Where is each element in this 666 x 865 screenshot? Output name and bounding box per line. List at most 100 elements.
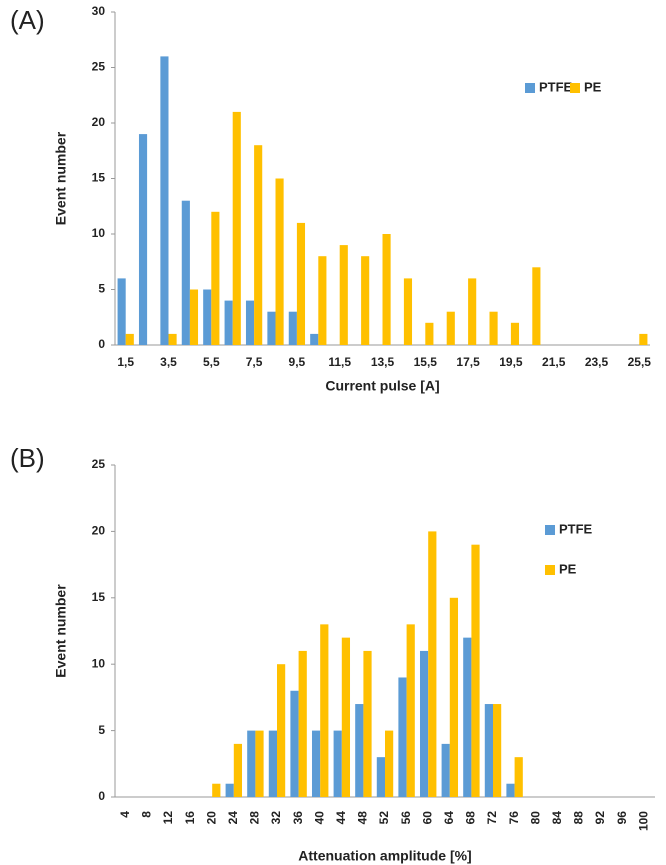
- bar: [320, 624, 329, 797]
- bar: [468, 278, 477, 345]
- bar: [233, 743, 243, 797]
- x-tick-label: 21,5: [542, 355, 566, 369]
- x-tick-label: 20: [204, 811, 218, 825]
- bar: [403, 278, 413, 345]
- bar: [333, 730, 342, 797]
- bar: [385, 730, 394, 797]
- bar: [225, 783, 234, 797]
- x-tick-label: 36: [291, 811, 305, 825]
- y-axis-title: Event number: [53, 131, 69, 225]
- x-tick-label: 64: [442, 811, 456, 825]
- x-tick-label: 80: [528, 811, 542, 825]
- x-tick-label: 48: [356, 811, 370, 825]
- bar: [277, 664, 286, 797]
- bar: [425, 322, 434, 345]
- y-tick-label: 5: [98, 282, 105, 296]
- bar: [341, 637, 351, 797]
- bar: [510, 322, 520, 345]
- legend-swatch: [525, 83, 535, 93]
- bar: [493, 704, 502, 797]
- x-tick-label: 5,5: [203, 355, 220, 369]
- bar: [441, 743, 450, 797]
- bar: [160, 56, 169, 346]
- x-tick-label: 12: [161, 811, 175, 825]
- y-tick-label: 0: [98, 337, 105, 351]
- bar: [489, 311, 498, 345]
- legend-label: PTFE: [559, 521, 593, 536]
- x-tick-label: 76: [507, 811, 521, 825]
- bar: [406, 624, 415, 797]
- y-tick-label: 25: [92, 457, 106, 471]
- legend-swatch: [545, 565, 555, 575]
- x-tick-label: 56: [399, 811, 413, 825]
- x-tick-label: 92: [593, 811, 607, 825]
- bar: [224, 300, 233, 345]
- bar: [290, 690, 299, 797]
- bar: [363, 650, 372, 797]
- bar: [446, 311, 455, 345]
- bar: [484, 704, 493, 797]
- x-tick-label: 23,5: [585, 355, 609, 369]
- bar: [311, 730, 321, 797]
- bar: [376, 757, 385, 797]
- y-tick-label: 15: [92, 590, 106, 604]
- bar: [532, 267, 541, 345]
- bar: [255, 730, 264, 797]
- x-tick-label: 52: [377, 811, 391, 825]
- bar: [254, 145, 263, 345]
- y-tick-label: 10: [92, 656, 106, 670]
- x-tick-label: 68: [464, 811, 478, 825]
- bar: [298, 650, 307, 797]
- bar: [639, 333, 648, 345]
- bar: [398, 677, 407, 797]
- bar: [181, 200, 190, 345]
- x-tick-label: 25,5: [628, 355, 652, 369]
- y-tick-label: 10: [92, 226, 106, 240]
- legend-label: PTFE: [539, 79, 573, 94]
- x-tick-label: 44: [334, 811, 348, 825]
- bar: [339, 245, 348, 345]
- legend-swatch: [570, 83, 580, 93]
- bar: [138, 134, 148, 345]
- x-tick-label: 19,5: [499, 355, 523, 369]
- bar: [189, 289, 199, 345]
- x-tick-label: 72: [485, 811, 499, 825]
- x-tick-label: 84: [550, 811, 564, 825]
- bar: [275, 178, 284, 345]
- x-tick-label: 32: [269, 811, 283, 825]
- x-tick-label: 40: [312, 811, 326, 825]
- bar: [288, 311, 297, 345]
- bar: [211, 211, 220, 345]
- x-tick-label: 1,5: [117, 355, 134, 369]
- bar: [117, 278, 126, 345]
- panel-label: (A): [10, 5, 45, 35]
- x-tick-label: 24: [226, 811, 240, 825]
- bar: [514, 757, 523, 797]
- bar: [382, 234, 391, 345]
- x-tick-label: 16: [183, 811, 197, 825]
- x-tick-label: 4: [118, 811, 132, 818]
- bar: [355, 704, 364, 797]
- bar: [506, 783, 515, 797]
- legend-swatch: [545, 525, 555, 535]
- bar: [419, 650, 429, 797]
- y-tick-label: 25: [92, 60, 106, 74]
- x-tick-label: 100: [636, 811, 650, 831]
- bar: [203, 289, 212, 345]
- y-tick-label: 0: [98, 789, 105, 803]
- legend-label: PE: [559, 561, 577, 576]
- y-tick-label: 20: [92, 524, 106, 538]
- x-tick-label: 88: [572, 811, 586, 825]
- bar: [168, 333, 177, 345]
- x-tick-label: 28: [248, 811, 262, 825]
- bar: [361, 256, 370, 345]
- legend-label: PE: [584, 79, 602, 94]
- bar: [268, 730, 277, 797]
- x-tick-label: 7,5: [246, 355, 263, 369]
- y-tick-label: 30: [92, 4, 106, 18]
- bar: [247, 730, 256, 797]
- x-tick-label: 9,5: [289, 355, 306, 369]
- x-tick-label: 17,5: [456, 355, 480, 369]
- bar: [125, 333, 134, 345]
